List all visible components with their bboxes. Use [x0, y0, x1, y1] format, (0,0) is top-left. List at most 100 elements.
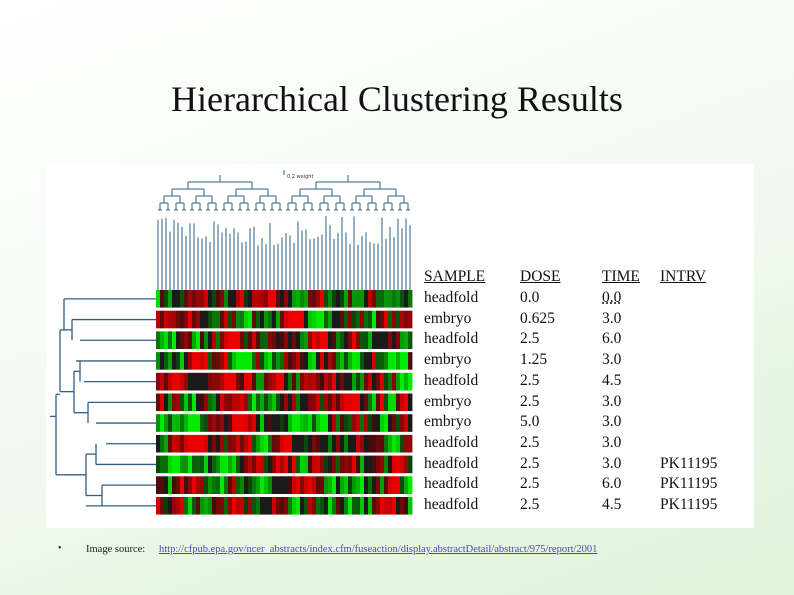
heatmap-cell: [232, 434, 237, 453]
heatmap-cell: [172, 393, 177, 412]
heatmap-cell: [388, 414, 393, 432]
heatmap-cell: [200, 455, 205, 474]
heatmap-cell: [268, 497, 273, 515]
heatmap-cell: [396, 290, 401, 308]
heatmap-cell: [164, 414, 169, 432]
heatmap-cell: [236, 434, 241, 453]
heatmap-cell: [408, 331, 413, 350]
heatmap-cell: [248, 434, 253, 453]
heatmap-cell: [324, 331, 329, 350]
heatmap-cell: [220, 331, 225, 350]
heatmap-cell: [264, 455, 269, 474]
heatmap-cell: [232, 476, 237, 494]
heatmap-cell: [376, 455, 381, 474]
cell-sample: headfold: [424, 475, 479, 493]
heatmap-cell: [280, 331, 285, 350]
heatmap-cell: [228, 352, 233, 370]
heatmap-cell: [276, 331, 281, 350]
heatmap-cell: [404, 434, 409, 453]
heatmap-cell: [352, 497, 357, 515]
heatmap-cell: [328, 372, 333, 391]
heatmap-cell: [404, 476, 409, 494]
heatmap-cell: [340, 290, 345, 308]
heatmap-cell: [156, 497, 161, 515]
heatmap-cell: [372, 497, 377, 515]
heatmap-cell: [396, 434, 401, 453]
heatmap-cell: [224, 372, 229, 391]
heatmap-cell: [384, 497, 389, 515]
heatmap-cell: [260, 290, 265, 308]
heatmap-cell: [172, 414, 177, 432]
heatmap-cell: [368, 497, 373, 515]
heatmap-cell: [348, 476, 353, 494]
heatmap-cell: [344, 372, 349, 391]
heatmap-cell: [360, 331, 365, 350]
heatmap-cell: [240, 352, 245, 370]
heatmap-cell: [300, 393, 305, 412]
cell-time: 6.0: [602, 475, 622, 493]
heatmap-cell: [336, 414, 341, 432]
heatmap-cell: [224, 497, 229, 515]
heatmap-cell: [340, 393, 345, 412]
heatmap-cell: [356, 372, 361, 391]
heatmap-cell: [192, 476, 197, 494]
cell-intrv: PK11195: [660, 475, 718, 493]
heatmap-cell: [276, 476, 281, 494]
heatmap-cell: [312, 352, 317, 370]
heatmap-cell: [364, 476, 369, 494]
heatmap-cell: [196, 352, 201, 370]
heatmap-cell: [156, 290, 161, 308]
heatmap-cell: [352, 352, 357, 370]
heatmap-cell: [228, 497, 233, 515]
heatmap-cell: [400, 331, 405, 350]
heatmap-cell: [328, 393, 333, 412]
heatmap-cell: [384, 352, 389, 370]
heatmap-cell: [380, 497, 385, 515]
heatmap-cell: [256, 331, 261, 350]
heatmap-cell: [248, 497, 253, 515]
heatmap-cell: [212, 434, 217, 453]
heatmap-cell: [384, 290, 389, 308]
heatmap-cell: [156, 331, 161, 350]
cell-sample: headfold: [424, 496, 479, 513]
heatmap-cell: [352, 372, 357, 391]
heatmap-cell: [380, 352, 385, 370]
heatmap-cell: [172, 310, 177, 329]
heatmap-cell: [316, 414, 321, 432]
heatmap-cell: [240, 434, 245, 453]
heatmap-cell: [224, 352, 229, 370]
heatmap-cell: [188, 310, 193, 329]
heatmap-cell: [332, 331, 337, 350]
heatmap-cell: [324, 497, 329, 515]
heatmap-cell: [164, 476, 169, 494]
heatmap-cell: [320, 455, 325, 474]
heatmap-cell: [256, 352, 261, 370]
heatmap-cell: [184, 414, 189, 432]
heatmap-cell: [300, 476, 305, 494]
heatmap-cell: [408, 455, 413, 474]
heatmap-cell: [400, 476, 405, 494]
heatmap-cell: [200, 434, 205, 453]
image-source-link[interactable]: http://cfpub.epa.gov/ncer_abstracts/inde…: [159, 544, 598, 555]
heatmap-cell: [384, 331, 389, 350]
heatmap-cell: [312, 393, 317, 412]
heatmap-cell: [200, 331, 205, 350]
heatmap-cell: [164, 393, 169, 412]
heatmap-cell: [284, 455, 289, 474]
heatmap-cell: [240, 393, 245, 412]
heatmap-cell: [320, 497, 325, 515]
cell-sample: headfold: [424, 330, 479, 348]
heatmap-cell: [164, 497, 169, 515]
row-separator: [156, 411, 412, 415]
heatmap-cell: [312, 372, 317, 391]
heatmap-cell: [180, 455, 185, 474]
heatmap-cell: [284, 372, 289, 391]
table-row: embryo 5.0 3.0: [424, 412, 754, 432]
cell-intrv: PK11195: [660, 496, 718, 513]
heatmap-cell: [188, 331, 193, 350]
heatmap-cell: [376, 414, 381, 432]
heatmap-cell: [368, 372, 373, 391]
heatmap-cell: [204, 497, 209, 515]
heatmap-cell: [216, 310, 221, 329]
heatmap-cell: [216, 352, 221, 370]
